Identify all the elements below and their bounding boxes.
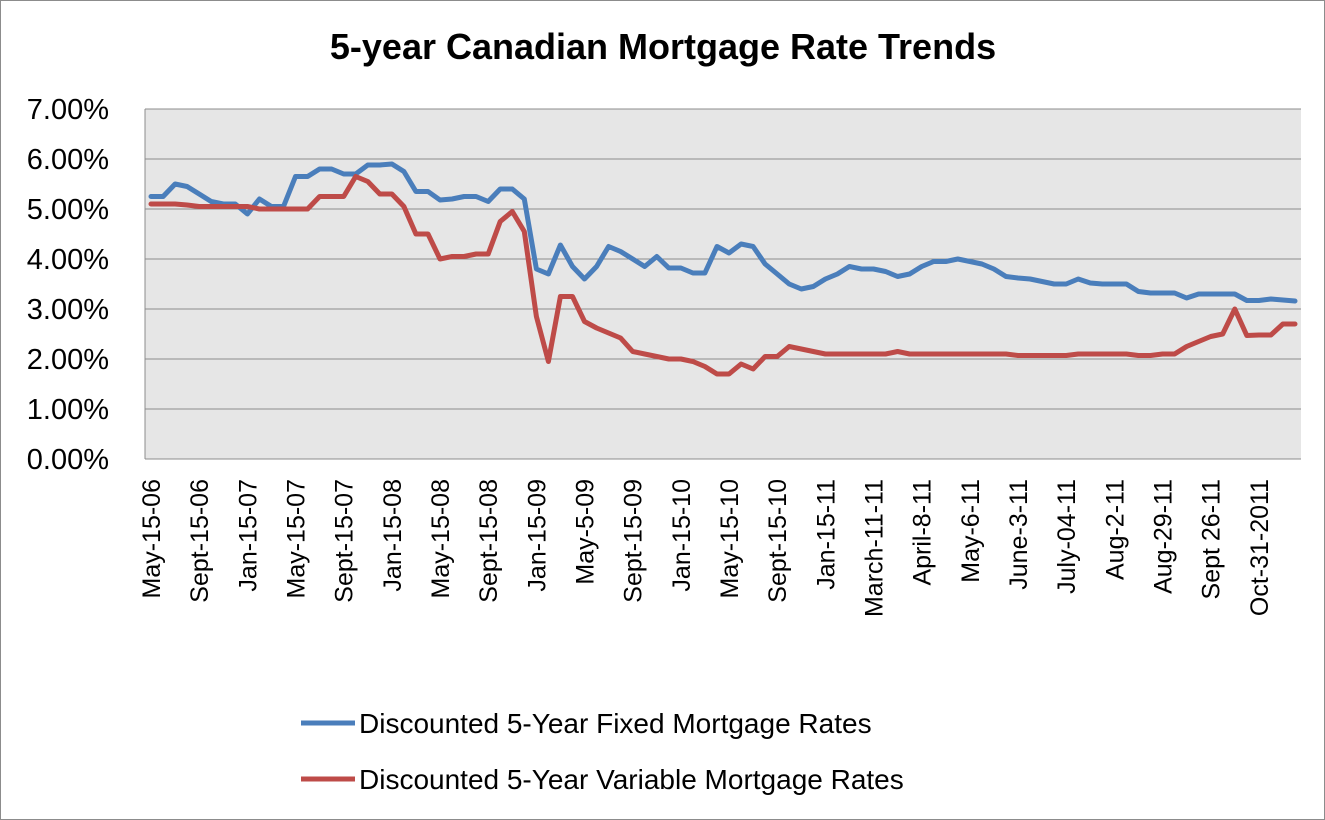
y-tick-label: 1.00% bbox=[27, 394, 109, 426]
x-tick-label: Aug-2-11 bbox=[1101, 479, 1129, 580]
x-tick-label: July-04-11 bbox=[1053, 479, 1081, 594]
x-tick-label: June-3-11 bbox=[1005, 479, 1033, 590]
x-tick-label: Sept-15-09 bbox=[620, 479, 648, 603]
y-tick-label: 7.00% bbox=[27, 94, 109, 126]
chart-title: 5-year Canadian Mortgage Rate Trends bbox=[330, 26, 996, 67]
x-tick-label: Sept 26-11 bbox=[1198, 479, 1226, 599]
x-tick-label: Sept-15-08 bbox=[475, 479, 503, 603]
x-tick-label: Jan-15-11 bbox=[812, 479, 840, 590]
x-tick-label: Jan-15-09 bbox=[523, 479, 551, 592]
x-tick-label: May-15-06 bbox=[138, 479, 166, 599]
y-axis-ticks: 0.00% 1.00% 2.00% 3.00% 4.00% 5.00% 6.00% 7.00% bbox=[27, 94, 109, 476]
y-tick-label: 5.00% bbox=[27, 194, 109, 226]
series-line-fixed bbox=[148, 161, 1298, 304]
x-axis-ticks: May-15-06 Sept-15-06 Jan-15-07 May-15-07 Sep… bbox=[138, 479, 1274, 617]
x-tick-label: May-15-10 bbox=[716, 479, 744, 599]
legend-label-variable: Discounted 5-Year Variable Mortgage Rate… bbox=[359, 764, 904, 795]
x-tick-label: May-6-11 bbox=[957, 479, 985, 583]
gridlines bbox=[144, 108, 1301, 460]
y-tick-label: 2.00% bbox=[27, 344, 109, 376]
x-tick-label: Sept-15-06 bbox=[186, 479, 214, 603]
series-line-variable bbox=[148, 174, 1298, 377]
legend: Discounted 5-Year Fixed Mortgage Rates D… bbox=[301, 708, 904, 795]
series-lines bbox=[148, 161, 1298, 377]
y-tick-label: 4.00% bbox=[27, 244, 109, 276]
y-tick-label: 0.00% bbox=[27, 444, 109, 476]
x-tick-label: May-15-08 bbox=[427, 479, 455, 599]
x-tick-label: Aug-29-11 bbox=[1150, 479, 1178, 594]
x-tick-label: Sept-15-07 bbox=[331, 479, 359, 603]
legend-label-fixed: Discounted 5-Year Fixed Mortgage Rates bbox=[359, 708, 872, 739]
x-tick-label: Jan-15-07 bbox=[234, 479, 262, 592]
x-tick-label: Jan-15-10 bbox=[668, 479, 696, 592]
x-tick-label: Jan-15-08 bbox=[379, 479, 407, 592]
x-tick-label: May-15-07 bbox=[283, 479, 311, 599]
x-tick-label: May-5-09 bbox=[572, 479, 600, 585]
y-tick-label: 6.00% bbox=[27, 144, 109, 176]
x-tick-label: Sept-15-10 bbox=[764, 479, 792, 603]
x-tick-label: Oct-31-2011 bbox=[1246, 479, 1274, 616]
x-tick-label: March-11-11 bbox=[861, 479, 889, 617]
x-tick-label: April-8-11 bbox=[909, 479, 937, 586]
y-tick-label: 3.00% bbox=[27, 294, 109, 326]
